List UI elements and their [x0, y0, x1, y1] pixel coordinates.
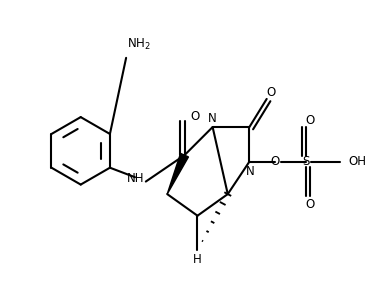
Text: O: O: [305, 198, 314, 211]
Polygon shape: [167, 153, 188, 194]
Text: O: O: [191, 110, 200, 123]
Text: OH: OH: [349, 155, 367, 168]
Text: NH$_2$: NH$_2$: [127, 37, 151, 52]
Text: N: N: [246, 165, 255, 178]
Text: O: O: [266, 86, 276, 99]
Text: O: O: [305, 114, 314, 127]
Text: S: S: [302, 155, 309, 168]
Text: O: O: [271, 155, 280, 168]
Text: H: H: [193, 253, 202, 266]
Text: N: N: [208, 112, 217, 125]
Text: NH: NH: [127, 172, 144, 185]
